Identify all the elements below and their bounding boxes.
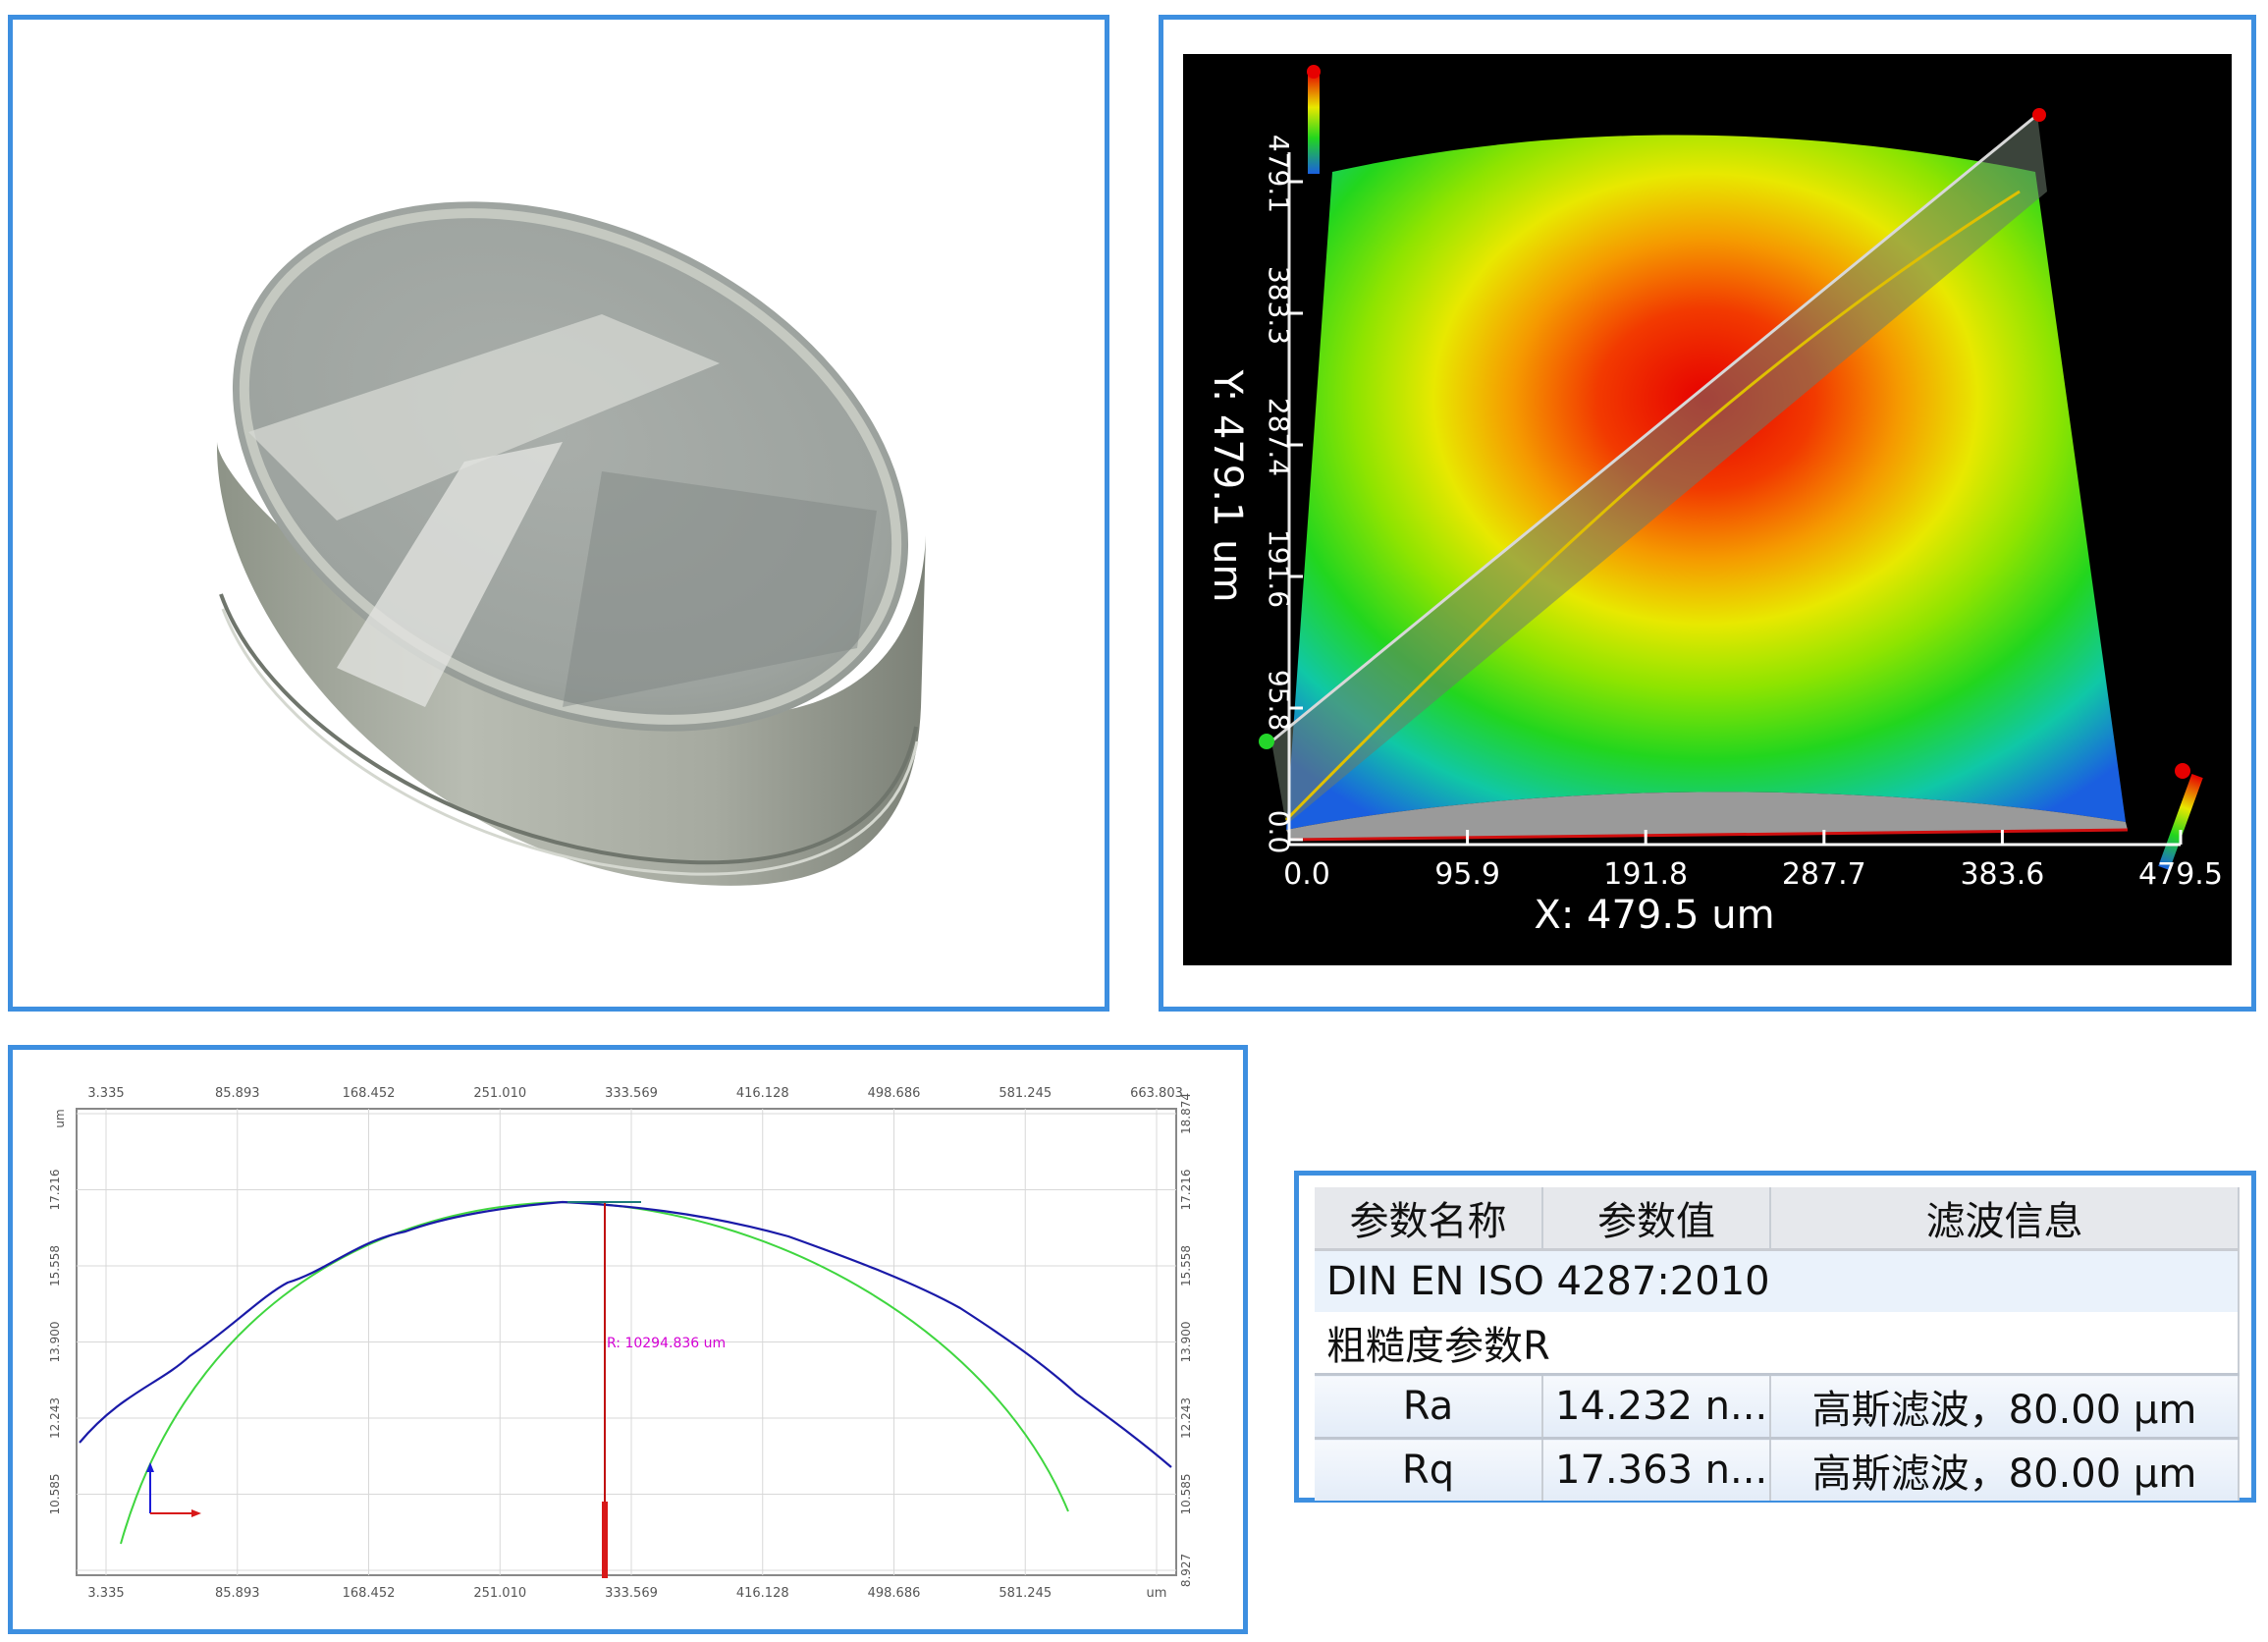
x-tick-label: 191.8 xyxy=(1603,857,1688,892)
right-tick-label: 18.874 xyxy=(1179,1093,1193,1134)
table-row[interactable]: Rq 17.363 n... 高斯滤波，80.00 µm xyxy=(1315,1437,2240,1501)
bottom-tick-label: 581.245 xyxy=(999,1586,1052,1601)
y-axis-tick-labels: 0.0 95.8 191.6 287.4 383.3 479.1 xyxy=(1263,135,1295,853)
lens-photo-panel xyxy=(8,15,1109,1012)
y-tick-label: 0.0 xyxy=(1263,810,1295,854)
params-table: 参数名称 参数值 滤波信息 DIN EN ISO 4287:2010 粗糙度参数… xyxy=(1315,1187,2240,1501)
bottom-tick-label: 251.010 xyxy=(473,1586,526,1601)
x-axis-ticks xyxy=(1287,830,2183,845)
surface-3d-plot: 0.0 95.9 191.8 287.7 383.6 479.5 0.0 95.8 191.6… xyxy=(1205,65,2223,938)
x-tick-label: 95.9 xyxy=(1434,857,1500,892)
left-tick-label: 12.243 xyxy=(48,1397,62,1439)
y-axis-label: Y: 479.1 um xyxy=(1205,369,1250,603)
bottom-tick-label: 498.686 xyxy=(868,1586,921,1601)
x-tick-label: 287.7 xyxy=(1782,857,1866,892)
right-tick-label: 10.585 xyxy=(1179,1474,1193,1515)
y-tick-label: 95.8 xyxy=(1263,670,1295,731)
radius-label: R: 10294.836 um xyxy=(607,1336,726,1351)
profile-chart[interactable]: R: 10294.836 um 3.335 85.893 168.452 251.01… xyxy=(13,1050,1243,1629)
left-tick-label: 10.585 xyxy=(48,1474,62,1515)
top-tick-label: 416.128 xyxy=(736,1086,789,1101)
right-tick-label: 15.558 xyxy=(1179,1245,1193,1286)
table-row-standard[interactable]: DIN EN ISO 4287:2010 xyxy=(1315,1249,2240,1312)
header-param-value[interactable]: 参数值 xyxy=(1542,1187,1771,1251)
group-label: 粗糙度参数R xyxy=(1315,1312,1770,1375)
right-tick-label: 8.927 xyxy=(1179,1554,1193,1587)
x-tick-label: 383.6 xyxy=(1960,857,2044,892)
param-name: Rq xyxy=(1315,1437,1543,1501)
params-table-panel: 参数名称 参数值 滤波信息 DIN EN ISO 4287:2010 粗糙度参数… xyxy=(1294,1171,2256,1503)
top-tick-label: 498.686 xyxy=(868,1086,921,1101)
top-tick-label: 3.335 xyxy=(87,1086,124,1101)
bottom-tick-label: 3.335 xyxy=(87,1586,124,1601)
standard-label: DIN EN ISO 4287:2010 xyxy=(1315,1249,1770,1312)
profile-right-tick-labels: 18.874 17.216 15.558 13.900 12.243 10.585 8.92… xyxy=(1179,1093,1193,1587)
y-tick-label: 383.3 xyxy=(1263,266,1295,345)
surface-3d-view[interactable]: 0.0 95.9 191.8 287.7 383.6 479.5 0.0 95.8 191.6… xyxy=(1183,54,2232,965)
bottom-tick-label: 168.452 xyxy=(343,1586,396,1601)
y-tick-label: 287.4 xyxy=(1263,398,1295,476)
profile-bottom-tick-labels: 3.335 85.893 168.452 251.010 333.569 416.128 4… xyxy=(87,1586,1052,1601)
param-filter: 高斯滤波，80.00 µm xyxy=(1770,1437,2240,1501)
left-tick-label: 15.558 xyxy=(48,1245,62,1286)
top-tick-label: 251.010 xyxy=(473,1086,526,1101)
table-row-group[interactable]: 粗糙度参数R xyxy=(1315,1312,2240,1375)
x-axis-tick-labels: 0.0 95.9 191.8 287.7 383.6 479.5 xyxy=(1283,857,2223,892)
right-tick-label: 12.243 xyxy=(1179,1397,1193,1439)
table-header-row: 参数名称 参数值 滤波信息 xyxy=(1315,1187,2240,1251)
right-tick-label: 13.900 xyxy=(1179,1322,1193,1363)
top-tick-label: 581.245 xyxy=(999,1086,1052,1101)
header-param-name[interactable]: 参数名称 xyxy=(1315,1187,1543,1251)
y-tick-label: 479.1 xyxy=(1263,135,1295,213)
lens-photo-image xyxy=(216,201,926,886)
profile-left-unit: um xyxy=(53,1109,67,1127)
y-tick-label: 191.6 xyxy=(1263,529,1295,608)
profile-top-tick-labels: 3.335 85.893 168.452 251.010 333.569 416.128 4… xyxy=(87,1086,1182,1101)
y-axis-ticks xyxy=(1289,180,1303,842)
profile-left-tick-labels: 17.216 15.558 13.900 12.243 10.585 xyxy=(48,1170,62,1515)
x-tick-label: 479.5 xyxy=(2138,857,2223,892)
bottom-tick-label: 333.569 xyxy=(605,1586,658,1601)
param-name: Ra xyxy=(1315,1373,1543,1439)
param-value: 17.363 n... xyxy=(1542,1437,1771,1501)
x-axis-label: X: 479.5 um xyxy=(1534,893,1774,938)
param-filter: 高斯滤波，80.00 µm xyxy=(1770,1373,2240,1439)
left-tick-label: 13.900 xyxy=(48,1322,62,1363)
left-tick-label: 17.216 xyxy=(48,1170,62,1211)
header-filter-info[interactable]: 滤波信息 xyxy=(1770,1187,2240,1251)
profile-bottom-unit: um xyxy=(1147,1586,1167,1601)
bottom-tick-label: 416.128 xyxy=(736,1586,789,1601)
profile-chart-panel: R: 10294.836 um 3.335 85.893 168.452 251.01… xyxy=(8,1045,1248,1634)
table-row[interactable]: Ra 14.232 n... 高斯滤波，80.00 µm xyxy=(1315,1373,2240,1439)
top-tick-label: 168.452 xyxy=(343,1086,396,1101)
profile-grid xyxy=(77,1109,1176,1575)
x-tick-label: 0.0 xyxy=(1283,857,1330,892)
param-value: 14.232 n... xyxy=(1542,1373,1771,1439)
right-tick-label: 17.216 xyxy=(1179,1170,1193,1211)
top-tick-label: 85.893 xyxy=(215,1086,260,1101)
bottom-tick-label: 85.893 xyxy=(215,1586,260,1601)
top-tick-label: 663.803 xyxy=(1130,1086,1183,1101)
top-tick-label: 333.569 xyxy=(605,1086,658,1101)
